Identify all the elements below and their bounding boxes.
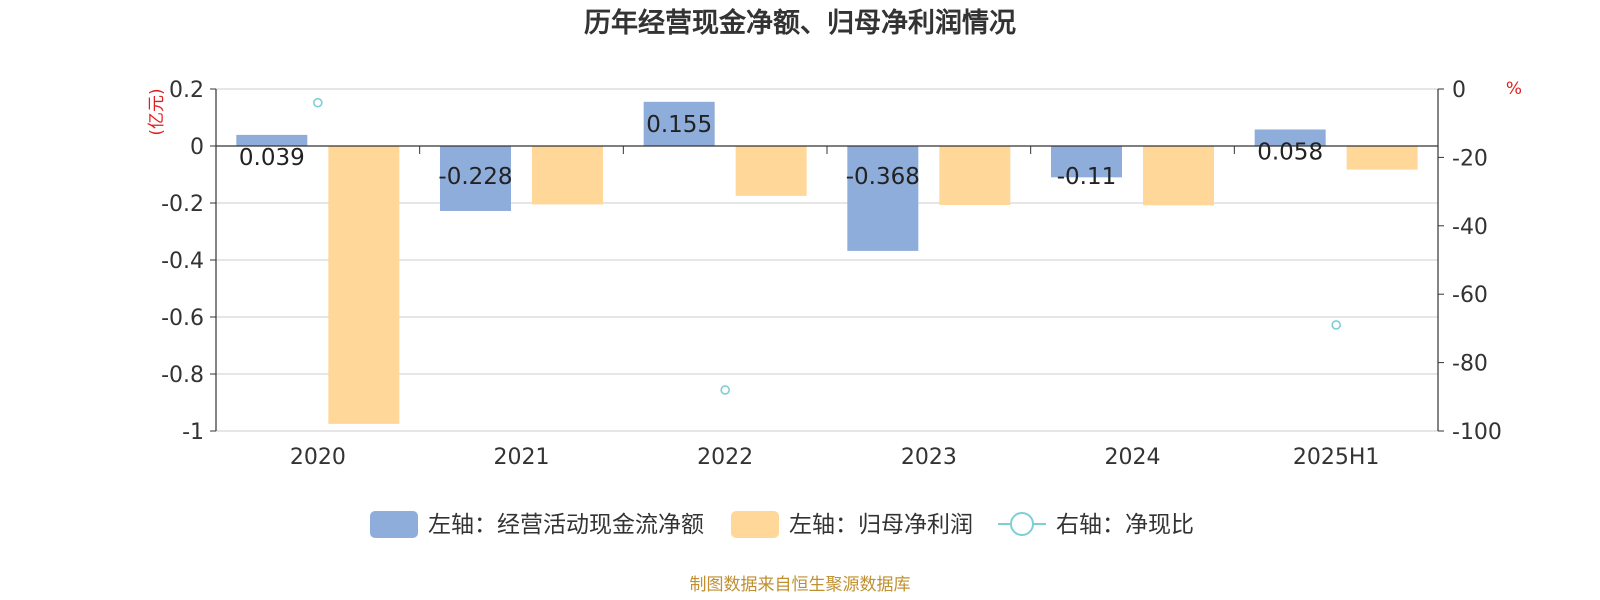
data-label: 0.058 [1257, 139, 1323, 165]
left-tick-label: -0.8 [161, 363, 204, 388]
right-tick-label: -60 [1452, 283, 1488, 308]
source-note: 制图数据来自恒生聚源数据库 [690, 575, 911, 595]
points [313, 97, 1341, 395]
x-tick-label: 2025H1 [1293, 445, 1380, 470]
bar-netprofit [1143, 146, 1214, 206]
bar-netprofit [532, 146, 603, 205]
right-tick-label: -20 [1452, 146, 1488, 171]
legend-marker [1010, 512, 1034, 536]
left-tick-label: 0 [190, 135, 204, 160]
data-label: -0.228 [438, 164, 512, 190]
x-tick-label: 2022 [697, 445, 753, 470]
bar-cashflow [1051, 146, 1122, 178]
chart-title: 历年经营现金净额、归母净利润情况 [584, 7, 1016, 39]
data-label: 0.039 [239, 145, 305, 171]
left-tick-label: -0.4 [161, 249, 204, 274]
bar-cashflow [1254, 129, 1326, 146]
ratio-point [720, 385, 730, 395]
bar-netprofit [1346, 146, 1418, 170]
data-label: -0.11 [1057, 164, 1117, 190]
bar-cashflow [236, 134, 308, 146]
data-label: -0.368 [846, 164, 920, 190]
x-tick-label: 2021 [494, 445, 550, 470]
legend-label: 右轴：净现比 [1056, 512, 1194, 538]
legend-label: 左轴：归母净利润 [789, 512, 973, 538]
bar-cashflow [440, 146, 511, 211]
x-tick-label: 2020 [290, 445, 346, 470]
right-tick-label: -40 [1452, 215, 1488, 240]
left-axis-unit: (亿元) [147, 88, 167, 135]
bar-netprofit [328, 146, 400, 424]
legend-swatch [731, 511, 779, 538]
left-tick-label: -1 [182, 420, 204, 445]
bar-cashflow [643, 101, 715, 146]
axes: 0.2 0 -0.2 -0.4 -0.6 -0.8 -1 0 -20 -40 -60 -80 -100 (… [147, 78, 1522, 470]
bars [236, 101, 1418, 424]
right-tick-label: -100 [1452, 420, 1502, 445]
data-labels: 0.039 -0.228 0.155 -0.368 -0.11 0.058 [239, 112, 1323, 190]
left-tick-label: -0.2 [161, 192, 204, 217]
bar-cashflow [847, 146, 919, 251]
legend: 左轴：经营活动现金流净额 左轴：归母净利润 右轴：净现比 [370, 511, 1194, 538]
ratio-point [313, 97, 323, 108]
data-label: 0.155 [646, 112, 712, 138]
legend-label: 左轴：经营活动现金流净额 [428, 512, 704, 538]
bar-netprofit [939, 146, 1011, 205]
right-tick-label: -80 [1452, 352, 1488, 377]
x-tick-label: 2023 [901, 445, 957, 470]
ratio-point [1331, 320, 1341, 330]
right-axis-unit: % [1506, 79, 1522, 99]
legend-swatch [370, 511, 418, 538]
left-tick-label: -0.6 [161, 306, 204, 331]
x-tick-label: 2024 [1105, 445, 1161, 470]
bar-netprofit [735, 146, 807, 196]
left-tick-label: 0.2 [169, 78, 204, 103]
right-tick-label: 0 [1452, 78, 1466, 103]
